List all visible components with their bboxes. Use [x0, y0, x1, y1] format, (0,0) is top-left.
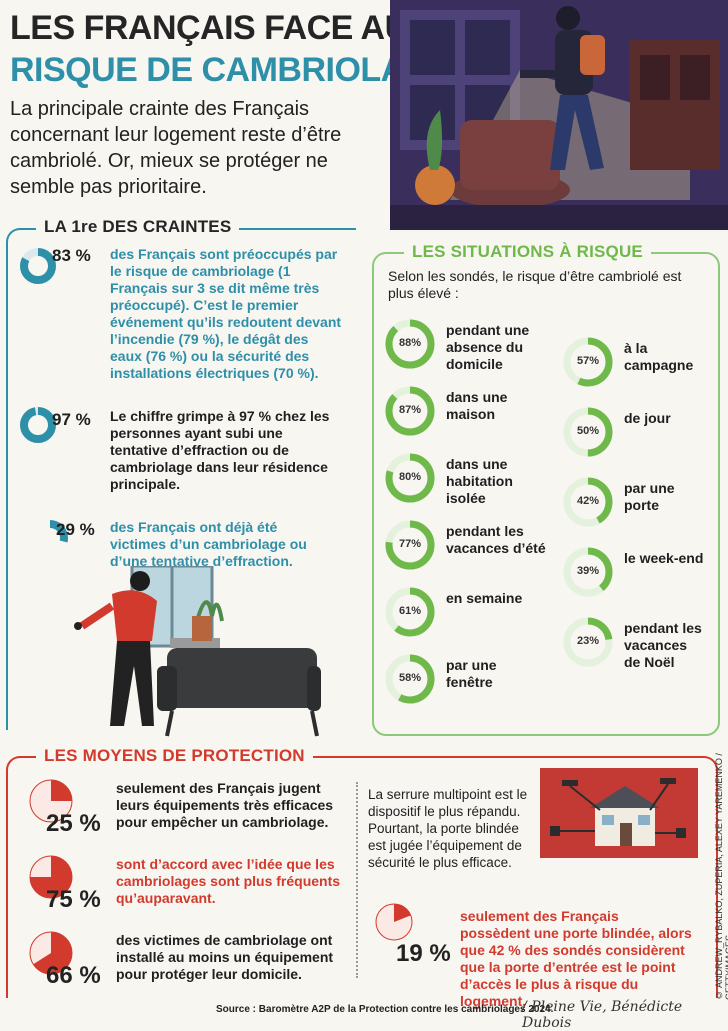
situations-title: LES SITUATIONS À RISQUE	[404, 242, 651, 262]
risk-pct-left-3: 77%	[398, 538, 422, 550]
risk-pct-left-4: 61%	[398, 605, 422, 617]
craintes-text-3: des Français ont déjà été victimes d’un …	[110, 519, 307, 569]
risk-text-right-1: de jour	[624, 410, 671, 426]
risk-text-left-4: en semaine	[446, 590, 523, 606]
protection-pie-0	[29, 779, 73, 823]
risk-text-right-4: pendant les vacances de Noël	[624, 620, 702, 670]
risk-pct-left-0: 88%	[398, 337, 422, 349]
house-security-illustration	[540, 768, 698, 858]
protection-panel	[6, 756, 718, 998]
burglar-hero-illustration	[390, 0, 728, 230]
risk-ring-right-0	[563, 337, 613, 387]
craintes-text-1: des Français sont préoccupés par le risq…	[110, 246, 342, 381]
page-title-line2: RISQUE DE CAMBRIOLAGE	[10, 51, 453, 89]
craintes-pct-1: 83 %	[52, 246, 91, 265]
craintes-pct-2: 97 %	[52, 410, 91, 429]
risk-ring-left-2	[385, 453, 435, 503]
craintes-pct-3: 29 %	[56, 520, 95, 539]
risk-ring-left-0	[385, 319, 435, 369]
risk-ring-right-1	[563, 407, 613, 457]
risk-ring-left-4	[385, 587, 435, 637]
craintes-ring-97	[20, 407, 56, 443]
protection-title: LES MOYENS DE PROTECTION	[36, 746, 313, 766]
protection-pie-2	[29, 931, 73, 975]
risk-text-left-2: dans une habitation isolée	[446, 456, 513, 506]
risk-text-left-3: pendant les vacances d’été	[446, 523, 546, 556]
blindee-pie	[375, 903, 413, 941]
protection-text-0: seulement des Français jugent leurs équi…	[116, 780, 334, 830]
craintes-ring-29	[32, 520, 68, 556]
blindee-pct: 19 %	[396, 940, 451, 967]
craintes-text-2: Le chiffre grimpe à 97 % chez les person…	[110, 408, 330, 492]
risk-text-right-2: par une porte	[624, 480, 675, 513]
risk-ring-right-4	[563, 617, 613, 667]
risk-pct-left-2: 80%	[398, 471, 422, 483]
risk-text-left-0: pendant une absence du domicile	[446, 322, 530, 372]
intro-text: La principale crainte des Français conce…	[10, 98, 342, 198]
craintes-title: LA 1re DES CRAINTES	[36, 217, 240, 237]
protection-divider	[356, 782, 359, 978]
risk-pct-right-4: 23%	[576, 635, 600, 647]
protection-text-2: des victimes de cambriolage ont installé…	[116, 932, 334, 982]
protection-pie-1	[29, 855, 73, 899]
risk-pct-right-0: 57%	[576, 355, 600, 367]
page-title-line1: LES FRANÇAIS FACE AU	[10, 9, 409, 47]
situations-intro: Selon les sondés, le risque d’être cambr…	[388, 268, 682, 301]
serrure-text: La serrure multipoint est le dispositif …	[368, 787, 528, 870]
risk-text-left-5: par une fenêtre	[446, 657, 497, 690]
risk-text-right-3: le week-end	[624, 550, 704, 566]
protection-text-1: sont d’accord avec l’idée que les cambri…	[116, 856, 341, 906]
risk-ring-left-1	[385, 386, 435, 436]
craintes-ring-83	[20, 248, 56, 284]
risk-pct-right-3: 39%	[576, 565, 600, 577]
burglar-couch-illustration	[74, 566, 321, 737]
blindee-text: seulement des Français possèdent une por…	[460, 908, 692, 1009]
risk-pct-left-1: 87%	[398, 404, 422, 416]
risk-pct-left-5: 58%	[398, 672, 422, 684]
protection-pct-0: 25 %	[46, 810, 101, 837]
risk-ring-right-2	[563, 477, 613, 527]
protection-pct-1: 75 %	[46, 886, 101, 913]
risk-pct-right-2: 42%	[576, 495, 600, 507]
risk-ring-right-3	[563, 547, 613, 597]
photo-credit: © ANDREW_RYBALKO, ZUPERIA, ALEXEY YAREME…	[714, 753, 728, 1000]
signature: / Pleine Vie, Bénédicte Dubois	[522, 999, 683, 1031]
protection-pct-2: 66 %	[46, 962, 101, 989]
risk-ring-left-3	[385, 520, 435, 570]
source-text: Source : Baromètre A2P de la Protection …	[216, 1004, 554, 1015]
risk-text-left-1: dans une maison	[446, 389, 508, 422]
risk-text-right-0: à la campagne	[624, 340, 694, 373]
risk-ring-left-5	[385, 654, 435, 704]
risk-pct-right-1: 50%	[576, 425, 600, 437]
